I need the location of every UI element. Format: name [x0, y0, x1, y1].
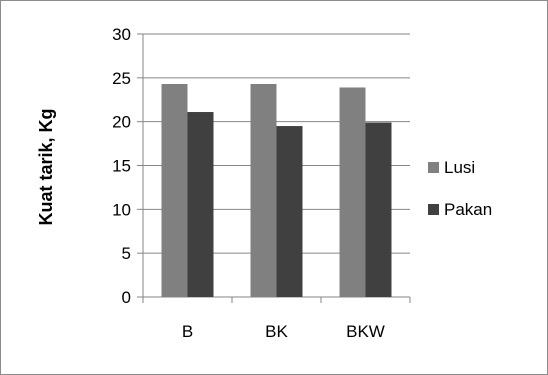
- y-tick-label: 0: [122, 288, 131, 307]
- y-tick-label: 5: [122, 244, 131, 263]
- legend-swatch-lusi: [428, 162, 439, 173]
- bar-lusi-bk: [250, 83, 277, 297]
- legend-label-lusi: Lusi: [444, 158, 475, 177]
- y-tick-label: 10: [112, 200, 131, 219]
- legend-label-pakan: Pakan: [444, 200, 492, 219]
- bars: [161, 83, 392, 297]
- y-tick-label: 15: [112, 157, 131, 176]
- legend-swatch-pakan: [428, 204, 439, 215]
- y-tick-label: 20: [112, 113, 131, 132]
- legend: Lusi Pakan: [428, 158, 492, 219]
- bar-lusi-b: [161, 83, 188, 297]
- x-tick-label: B: [182, 322, 193, 341]
- bar-pakan-b: [187, 112, 214, 297]
- y-axis-label: Kuat tarik, Kg: [36, 108, 56, 225]
- y-tick-label: 30: [112, 25, 131, 44]
- y-tick-label: 25: [112, 69, 131, 88]
- bar-lusi-bkw: [339, 87, 366, 297]
- x-tick-labels: B BK BKW: [182, 322, 385, 341]
- bar-pakan-bk: [276, 126, 303, 297]
- x-tick-label: BK: [265, 322, 288, 341]
- y-tick-labels: 0 5 10 15 20 25 30: [112, 25, 131, 307]
- bar-pakan-bkw: [365, 122, 392, 297]
- x-tick-label: BKW: [346, 322, 385, 341]
